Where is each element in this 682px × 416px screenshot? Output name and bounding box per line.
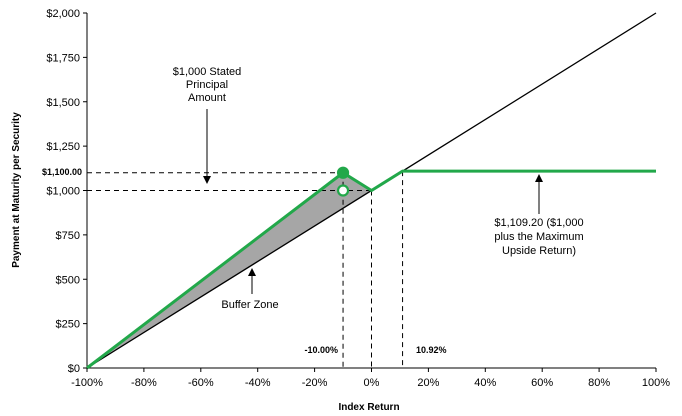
x-tick-label: -40% [245,377,271,389]
principal-annotation-line-3: Amount [188,92,226,104]
y-tick-label: $1,750 [46,52,80,64]
buffer-zone-area [87,172,372,368]
y-tick-label: $2,000 [46,8,80,20]
x-label-1092: 10.92% [416,345,447,355]
marker-hollow-point [336,184,350,197]
y-tick-label: $1,500 [46,97,80,109]
x-tick-label: 60% [531,377,553,389]
y-axis-title: Payment at Maturity per Security [11,112,22,268]
x-tick-label: -100% [71,377,103,389]
max-return-annotation-line-3: Upside Return) [502,245,576,257]
x-axis-title: Index Return [338,402,399,413]
marker-filled-point [336,166,350,179]
y-tick-label: $250 [56,319,80,331]
x-tick-label: 20% [417,377,439,389]
payment-at-maturity-line [86,169,656,370]
x-tick-label: -60% [188,377,214,389]
x-tick-label: -20% [302,377,328,389]
x-tick-label: 80% [588,377,610,389]
y-tick-label: $0 [68,363,80,375]
x-tick-label: 40% [474,377,496,389]
x-label-minus10: -10.00% [304,345,338,355]
principal-annotation-line-1: $1,000 Stated [173,66,242,78]
buffer-zone-annotation: Buffer Zone [221,299,278,311]
x-tick-label: 0% [364,377,380,389]
y-tick-label: $1,250 [46,141,80,153]
y-tick-label: $1,000 [46,186,80,198]
y-label-1100: $1,100.00 [42,167,82,177]
principal-annotation-line-2: Principal [186,79,228,91]
y-tick-label: $750 [56,230,80,242]
max-return-annotation-line-1: $1,109.20 ($1,000 [494,217,583,229]
x-tick-label: 100% [642,377,670,389]
x-tick-label: -80% [131,377,157,389]
max-return-annotation-line-2: plus the Maximum [494,231,583,243]
y-tick-label: $500 [56,274,80,286]
